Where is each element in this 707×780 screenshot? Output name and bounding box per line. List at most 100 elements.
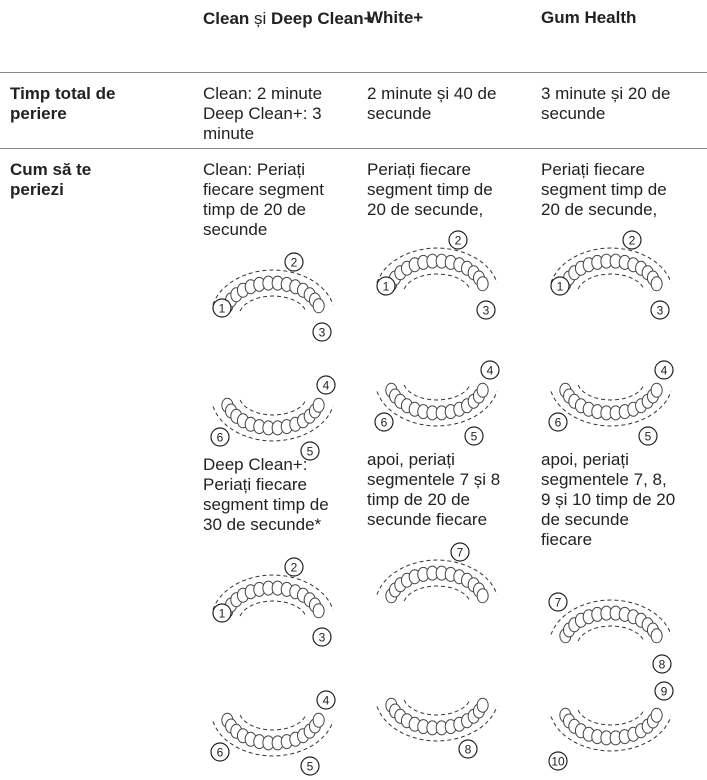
label-circle <box>450 542 470 562</box>
label-circle <box>638 426 658 446</box>
cell-text: 2 minute și 40 de secunde <box>367 84 496 124</box>
segment-label: 2 <box>291 561 298 575</box>
outline <box>577 709 645 726</box>
outline <box>403 585 471 602</box>
outline <box>550 599 672 635</box>
row-header-line: Cum să te <box>10 160 92 179</box>
teeth-diagram: 1 2 3 <box>212 252 334 342</box>
cell-line: 2 minute și 40 de <box>367 84 497 103</box>
cell-line: timp de 20 de <box>367 490 471 509</box>
cell-line: segment timp de <box>367 180 493 199</box>
outline <box>212 406 334 442</box>
outline <box>212 574 334 610</box>
tooth <box>312 603 325 619</box>
segment-label: 3 <box>483 304 490 318</box>
segment-label: 6 <box>217 431 224 445</box>
label-circle <box>464 426 484 446</box>
tooth <box>476 697 489 713</box>
column-header: White+ <box>367 8 424 27</box>
row-header-line: periere <box>10 104 67 123</box>
row-header: Timp total de periere <box>10 84 115 124</box>
cell-text: apoi, periați segmentele 7, 8, 9 și 10 tim… <box>541 450 675 550</box>
rule <box>0 148 707 149</box>
segment-label: 3 <box>319 326 326 340</box>
cell-line: 3 minute și 20 de <box>541 84 671 103</box>
cell-line: segment timp de <box>541 180 667 199</box>
header-part: și <box>254 9 267 28</box>
cell-line: 20 de secunde, <box>367 200 484 219</box>
teeth-diagram: 1 2 3 <box>376 230 498 320</box>
segment-label: 4 <box>323 379 330 393</box>
row-header: Cum să te periezi <box>10 160 91 200</box>
cell-line: 20 de secunde, <box>541 200 658 219</box>
label-circle <box>654 681 674 701</box>
outline <box>376 559 498 595</box>
teeth-diagram: 7 <box>376 542 498 604</box>
outline <box>403 384 471 401</box>
segment-label: 6 <box>381 416 388 430</box>
teeth-diagram: 4 5 6 <box>374 360 500 446</box>
cell-line: fiecare segment <box>203 180 324 199</box>
label-circle <box>316 690 336 710</box>
tooth <box>650 382 663 398</box>
segment-label: 8 <box>659 658 666 672</box>
outline <box>376 247 498 283</box>
segment-label: 4 <box>323 694 330 708</box>
segment-label: 6 <box>217 746 224 760</box>
segment-label: 8 <box>465 743 472 757</box>
tooth <box>650 628 663 644</box>
outline <box>212 721 334 757</box>
label-circle <box>448 230 468 250</box>
segment-label: 6 <box>555 416 562 430</box>
label-circle <box>210 742 230 762</box>
cell-line: 30 de secunde* <box>203 515 322 534</box>
cell-line: fiecare <box>541 530 593 549</box>
cell-text: Clean: 2 minute Deep Clean+: 3 minute <box>203 84 322 144</box>
cell-line: Periați fiecare <box>541 160 645 179</box>
cell-line: secunde <box>367 104 432 123</box>
cell-line: Deep Clean+: 3 <box>203 104 322 123</box>
label-circle <box>300 441 320 461</box>
label-circle <box>284 557 304 577</box>
tooth <box>476 382 489 398</box>
label-circle <box>210 427 230 447</box>
segment-label: 2 <box>291 256 298 270</box>
label-circle <box>312 322 332 342</box>
cell-line: Periați fiecare <box>367 160 471 179</box>
label-circle <box>316 375 336 395</box>
cell-line: apoi, periați <box>541 450 629 469</box>
outline <box>577 625 645 642</box>
tooth <box>650 276 663 292</box>
outline <box>239 295 307 312</box>
column-header: Clean și Deep Clean+ <box>203 8 374 29</box>
outline <box>550 247 672 283</box>
segment-label: 9 <box>661 685 668 699</box>
label-circle <box>652 654 672 674</box>
cell-line: segment timp de <box>203 495 329 514</box>
outline <box>577 273 645 290</box>
label-circle <box>548 412 568 432</box>
label-circle <box>458 739 478 759</box>
cell-line: secunde <box>541 104 606 123</box>
tooth <box>312 397 325 413</box>
teeth-diagram: 4 5 6 <box>210 690 336 776</box>
cell-line: 9 și 10 timp de 20 <box>541 490 676 509</box>
outline <box>239 600 307 617</box>
segment-label: 5 <box>645 430 652 444</box>
segment-label: 3 <box>319 631 326 645</box>
teeth-diagram: 4 5 6 <box>210 375 336 461</box>
cell-line: Deep Clean+: <box>203 455 308 474</box>
segment-label: 5 <box>307 760 314 774</box>
segment-label: 1 <box>557 280 564 294</box>
cell-line: de secunde <box>541 510 629 529</box>
segment-label: 1 <box>383 280 390 294</box>
row-header-line: periezi <box>10 180 64 199</box>
segment-label: 2 <box>629 234 636 248</box>
outline <box>239 399 307 416</box>
cell-line: timp de 20 de <box>203 200 307 219</box>
label-circle <box>476 300 496 320</box>
cell-text: 3 minute și 20 de secunde <box>541 84 670 124</box>
teeth-diagram: 78 <box>548 592 672 674</box>
segment-label: 4 <box>661 364 668 378</box>
segment-label: 7 <box>457 546 464 560</box>
